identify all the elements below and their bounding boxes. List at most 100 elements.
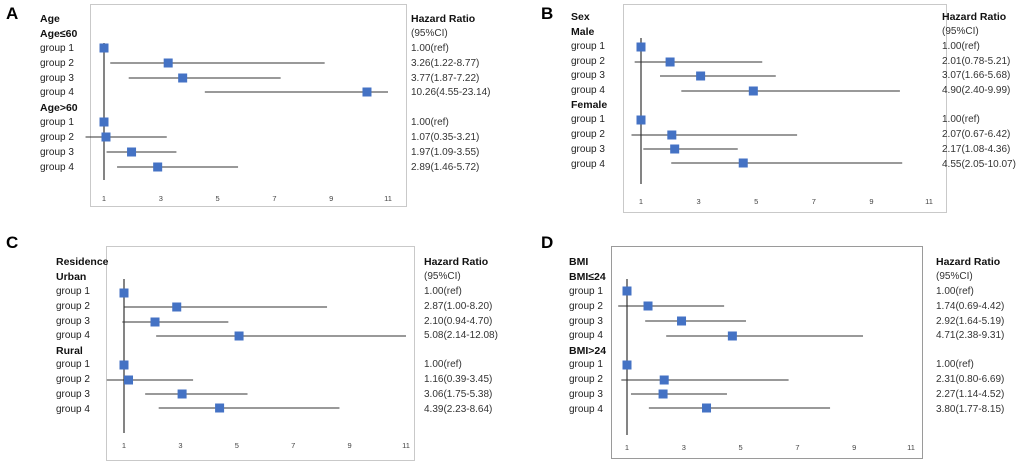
hr-marker xyxy=(177,389,187,399)
forest-plot-age: 1 3 5 7 9 11 xyxy=(85,43,392,203)
row-label: group 1 xyxy=(40,117,74,128)
row-label: group 2 xyxy=(569,374,603,385)
hr-value: 1.00(ref) xyxy=(942,41,980,52)
hr-marker xyxy=(362,87,372,97)
hr-value: 3.80(1.77-8.15) xyxy=(936,404,1005,415)
x-tick-label: 3 xyxy=(682,443,686,452)
row-label: group 2 xyxy=(40,132,74,143)
row-label: group 4 xyxy=(569,330,603,341)
x-tick-label: 1 xyxy=(639,197,643,206)
plot-frame xyxy=(90,4,407,207)
x-tick-label: 7 xyxy=(291,441,295,450)
subgroup-label: Age>60 xyxy=(40,102,78,114)
row-label: group 3 xyxy=(40,147,74,158)
hr-marker xyxy=(101,132,111,142)
x-tick-label: 11 xyxy=(402,441,410,450)
hr-value: 2.31(0.80-6.69) xyxy=(936,374,1005,385)
hr-value: 4.39(2.23-8.64) xyxy=(424,404,493,415)
hr-value: 4.55(2.05-10.07) xyxy=(942,159,1016,170)
hr-marker xyxy=(234,331,244,341)
row-label: group 1 xyxy=(569,359,603,370)
hazard-ratio-header: Hazard Ratio xyxy=(424,256,489,268)
hr-marker xyxy=(119,288,129,298)
hr-value: 2.27(1.14-4.52) xyxy=(936,389,1005,400)
ci-subheader: (95%CI) xyxy=(942,26,979,37)
row-label: group 2 xyxy=(569,301,603,312)
hr-marker xyxy=(667,130,677,140)
panel-letter: B xyxy=(541,4,554,23)
x-tick-label: 9 xyxy=(329,194,333,203)
x-tick-label: 3 xyxy=(159,194,163,203)
subgroup-label: Age≤60 xyxy=(40,28,78,40)
hr-value: 2.07(0.67-6.42) xyxy=(942,129,1011,140)
hr-marker xyxy=(748,86,758,96)
subgroup-label: Male xyxy=(571,26,595,38)
hr-marker xyxy=(127,147,137,157)
hr-value: 4.71(2.38-9.31) xyxy=(936,330,1005,341)
hr-value: 1.00(ref) xyxy=(424,286,462,297)
row-label: group 3 xyxy=(40,73,74,84)
hr-value: 1.00(ref) xyxy=(936,286,974,297)
hr-marker xyxy=(665,57,675,67)
x-tick-label: 5 xyxy=(235,441,239,450)
ci-subheader: (95%CI) xyxy=(424,271,461,282)
hr-value: 1.97(1.09-3.55) xyxy=(411,147,480,158)
panel-letter: C xyxy=(6,233,19,252)
row-label: group 1 xyxy=(56,359,90,370)
hr-value: 1.07(0.35-3.21) xyxy=(411,132,480,143)
hr-marker xyxy=(622,360,632,370)
hr-marker xyxy=(119,360,129,370)
row-label: group 4 xyxy=(56,404,90,415)
row-label: group 4 xyxy=(571,159,605,170)
hr-marker xyxy=(738,158,748,168)
x-tick-label: 5 xyxy=(216,194,220,203)
x-tick-label: 7 xyxy=(272,194,276,203)
x-tick-label: 1 xyxy=(122,441,126,450)
hr-marker xyxy=(636,42,646,52)
hr-value: 2.92(1.64-5.19) xyxy=(936,316,1005,327)
hr-value: 1.74(0.69-4.42) xyxy=(936,301,1005,312)
category-title: Age xyxy=(40,13,60,25)
plot-frame xyxy=(623,4,947,213)
hazard-ratio-header: Hazard Ratio xyxy=(411,13,476,25)
hr-marker xyxy=(124,375,134,385)
x-tick-label: 3 xyxy=(697,197,701,206)
hr-value: 1.00(ref) xyxy=(411,43,449,54)
x-tick-label: 3 xyxy=(178,441,182,450)
x-tick-label: 5 xyxy=(754,197,758,206)
row-label: group 3 xyxy=(571,70,605,81)
hr-value: 1.00(ref) xyxy=(936,359,974,370)
row-label: group 3 xyxy=(56,389,90,400)
hr-value: 1.00(ref) xyxy=(424,359,462,370)
x-tick-label: 11 xyxy=(907,443,915,452)
hr-value: 1.00(ref) xyxy=(411,117,449,128)
row-label: group 4 xyxy=(40,87,74,98)
row-label: group 1 xyxy=(40,43,74,54)
hr-value: 2.89(1.46-5.72) xyxy=(411,162,480,173)
hr-value: 5.08(2.14-12.08) xyxy=(424,330,498,341)
row-label: group 3 xyxy=(569,389,603,400)
row-label: group 3 xyxy=(569,316,603,327)
hr-marker xyxy=(702,403,712,413)
forest-plot-residence: 1 3 5 7 9 11 xyxy=(106,279,410,450)
hr-value: 1.16(0.39-3.45) xyxy=(424,374,493,385)
x-tick-label: 5 xyxy=(739,443,743,452)
hr-value: 2.01(0.78-5.21) xyxy=(942,56,1011,67)
row-label: group 4 xyxy=(569,404,603,415)
row-label: group 2 xyxy=(571,129,605,140)
hazard-ratio-header: Hazard Ratio xyxy=(936,256,1001,268)
row-label: group 2 xyxy=(571,56,605,67)
hr-value: 3.06(1.75-5.38) xyxy=(424,389,493,400)
x-tick-label: 1 xyxy=(102,194,106,203)
row-label: group 3 xyxy=(571,144,605,155)
hr-marker xyxy=(163,58,173,68)
hr-marker xyxy=(677,316,687,326)
hr-marker xyxy=(643,301,653,311)
hr-value: 1.00(ref) xyxy=(942,114,980,125)
row-label: group 2 xyxy=(56,374,90,385)
panel-letter: A xyxy=(6,4,19,23)
plot-frame xyxy=(611,246,923,459)
category-title: BMI xyxy=(569,256,589,268)
row-label: group 1 xyxy=(569,286,603,297)
hr-value: 2.17(1.08-4.36) xyxy=(942,144,1011,155)
